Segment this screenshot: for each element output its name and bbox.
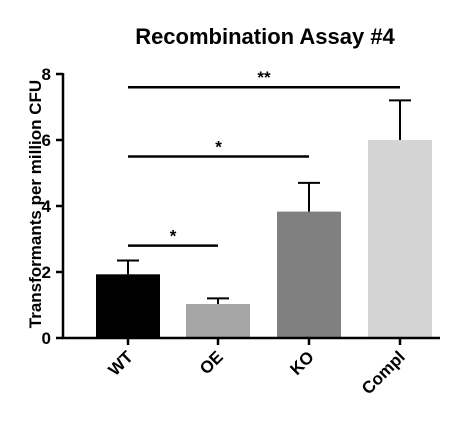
- x-tick-label-compl: Compl: [358, 347, 409, 398]
- y-axis-label: Transformants per million CFU: [26, 80, 45, 328]
- bars-group: [96, 140, 432, 338]
- significance-label-3: **: [257, 68, 271, 87]
- error-bars-group: [117, 99, 411, 305]
- y-tick-label: 4: [42, 197, 52, 216]
- x-axis: WT OE KO Compl: [62, 336, 440, 398]
- significance-group: ****: [128, 68, 400, 247]
- bar-wt: [96, 274, 160, 338]
- y-tick-label: 0: [42, 329, 51, 348]
- y-tick-label: 2: [42, 263, 51, 282]
- x-tick-label-wt: WT: [105, 347, 138, 380]
- y-tick-label: 6: [42, 131, 51, 150]
- significance-label-1: *: [170, 227, 177, 246]
- chart-title: Recombination Assay #4: [135, 24, 395, 49]
- bar-oe: [186, 304, 250, 338]
- x-tick-label-oe: OE: [196, 347, 227, 378]
- y-tick-label: 8: [42, 65, 51, 84]
- significance-label-2: *: [215, 138, 222, 157]
- y-axis: 0 2 4 6 8: [42, 65, 65, 348]
- bar-ko: [277, 211, 341, 338]
- x-tick-label-ko: KO: [286, 347, 317, 378]
- bar-compl: [368, 140, 432, 338]
